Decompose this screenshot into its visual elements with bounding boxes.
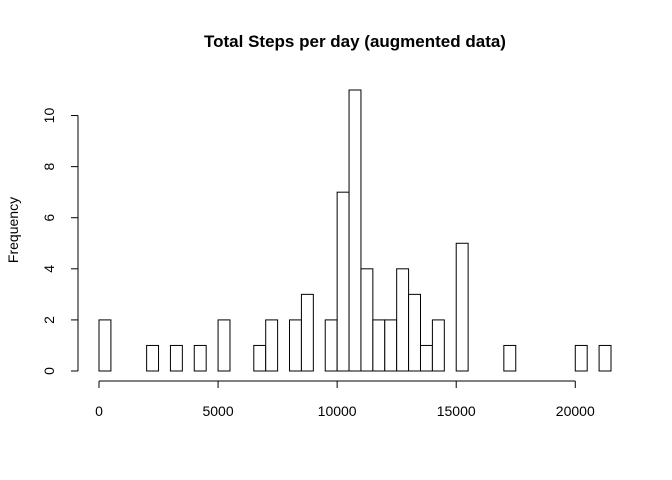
histogram-bar [419, 344, 433, 372]
histogram-bar [217, 319, 231, 372]
histogram-bar [146, 344, 160, 372]
histogram-bar [396, 268, 410, 372]
y-tick-label: 2 [41, 316, 57, 324]
histogram-bar [253, 344, 267, 372]
bars-group [98, 89, 612, 372]
histogram-bar [336, 191, 350, 372]
histogram-bar [98, 319, 112, 372]
histogram-bar [265, 319, 279, 372]
x-tick-label: 0 [95, 403, 103, 419]
histogram-bar [431, 319, 445, 372]
histogram-bar [324, 319, 338, 372]
y-tick-label: 0 [41, 367, 57, 375]
x-tick-label: 20000 [556, 403, 595, 419]
histogram-bar [372, 319, 386, 372]
histogram-bar [193, 344, 207, 372]
histogram-bar [598, 344, 612, 372]
y-tick-label: 8 [41, 163, 57, 171]
x-axis: 0 5000 10000 15000 20000 [95, 380, 595, 419]
x-tick-label: 5000 [202, 403, 233, 419]
histogram-bar [300, 293, 314, 372]
histogram-bar [169, 344, 183, 372]
y-axis-label: Frequency [5, 197, 21, 263]
histogram-bar [360, 268, 374, 372]
x-tick-label: 15000 [437, 403, 476, 419]
x-tick-label: 10000 [318, 403, 357, 419]
histogram-bar [408, 293, 421, 372]
histogram-bar [455, 242, 469, 372]
histogram-bar [384, 319, 398, 372]
histogram-bar [574, 344, 588, 372]
y-tick-label: 10 [41, 108, 57, 124]
chart-title: Total Steps per day (augmented data) [204, 32, 506, 51]
y-tick-label: 6 [41, 214, 57, 222]
histogram-bar [289, 319, 302, 372]
histogram-bar [348, 89, 362, 372]
y-tick-label: 4 [41, 265, 57, 273]
y-axis: 0 2 4 6 8 10 [41, 108, 79, 375]
histogram-bar [503, 344, 517, 372]
